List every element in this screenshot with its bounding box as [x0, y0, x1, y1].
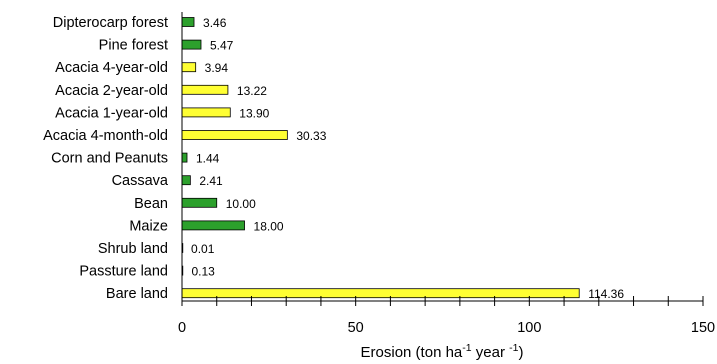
value-labels-group: 3.46 5.47 3.94 13.22 13.90 30.33 1.44 2.4110.00… [191, 16, 624, 301]
bar-2 [181, 62, 197, 73]
bar-12 [181, 288, 580, 299]
value-label-12: 114.36 [588, 287, 624, 301]
x-axis-label: Erosion (ton ha-1 year -1) [361, 342, 524, 361]
value-label-1: 5.47 [210, 39, 234, 53]
value-label-11: 0.13 [191, 265, 215, 279]
value-label-8: 10.00 [226, 197, 256, 211]
bar-3 [181, 84, 229, 95]
value-label-3: 13.22 [237, 84, 267, 98]
category-label-10: Shrub land [98, 241, 168, 257]
bar-8 [181, 197, 218, 208]
category-label-2: Acacia 4-year-old [55, 60, 168, 76]
category-label-1: Pine forest [99, 38, 168, 54]
bar-7 [181, 175, 191, 186]
bar-6 [181, 152, 188, 163]
x-tick-label-2: 100 [517, 320, 541, 336]
value-label-9: 18.00 [254, 219, 284, 233]
category-label-4: Acacia 1-year-old [55, 105, 168, 121]
axes-group: 0 50 100 150 [178, 12, 715, 336]
bars-group [181, 17, 580, 299]
x-tick-label-0: 0 [178, 320, 186, 336]
category-label-12: Bare land [106, 286, 168, 302]
value-label-5: 30.33 [296, 129, 326, 143]
category-label-5: Acacia 4-month-old [43, 128, 168, 144]
bar-1 [181, 39, 202, 50]
bar-5 [181, 130, 288, 140]
x-tick-label-1: 50 [348, 320, 364, 336]
bar-9 [181, 220, 245, 231]
bar-0 [181, 17, 195, 27]
category-label-9: Maize [129, 218, 168, 234]
x-tick-label-3: 150 [691, 320, 715, 336]
value-label-7: 2.41 [199, 174, 223, 188]
category-label-7: Cassava [112, 173, 169, 189]
value-label-4: 13.90 [239, 106, 269, 120]
category-label-0: Dipterocarp forest [53, 15, 168, 31]
value-label-10: 0.01 [191, 242, 215, 256]
value-label-2: 3.94 [205, 61, 229, 75]
category-label-11: Passture land [79, 264, 168, 280]
category-labels-group: Dipterocarp forest Pine forest Acacia 4-ye… [43, 15, 169, 302]
category-label-3: Acacia 2-year-old [55, 83, 168, 99]
category-label-8: Bean [134, 196, 168, 212]
value-label-6: 1.44 [196, 152, 220, 166]
category-label-6: Corn and Peanuts [51, 151, 168, 167]
bar-4 [181, 107, 231, 118]
value-label-0: 3.46 [203, 16, 227, 30]
